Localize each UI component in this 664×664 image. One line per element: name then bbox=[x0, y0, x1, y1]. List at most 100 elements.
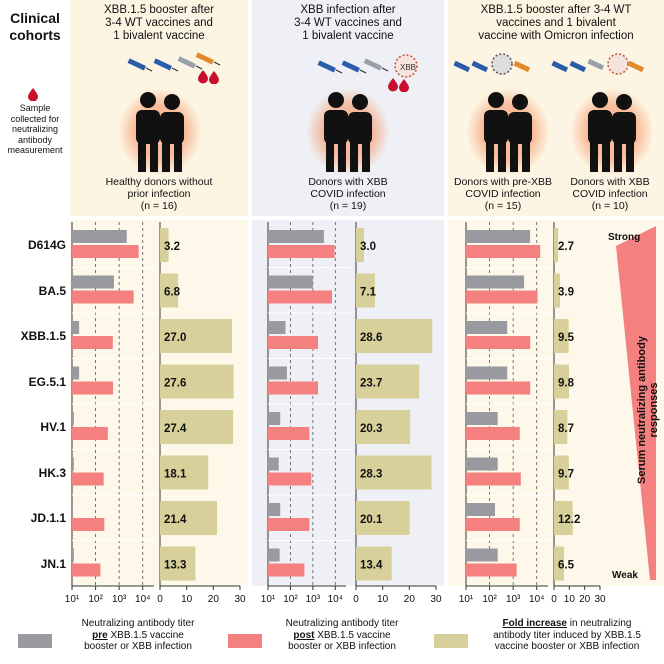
cohort3-titer-post-bar bbox=[466, 336, 531, 349]
cohort1-titer-post-bar bbox=[72, 563, 101, 577]
syringe-icon bbox=[551, 60, 569, 73]
cohort1-group-label: Healthy donors without prior infection (… bbox=[105, 176, 213, 212]
syringe-icon bbox=[513, 60, 531, 73]
cohort2-titer-post-bar bbox=[268, 381, 319, 395]
cohort1-fold-fold-bar bbox=[160, 501, 218, 535]
cohort2-titer-pre-bar bbox=[268, 457, 279, 471]
cohort2-fold-fold-label: 23.7 bbox=[360, 378, 382, 390]
strong-label: Strong bbox=[608, 232, 641, 243]
response-scale-label: Serum neutralizing antibody responses bbox=[636, 336, 660, 484]
legend-fold-text: Fold increase in neutralizing antibody t… bbox=[493, 618, 641, 652]
cohort2-fold-fold-bar bbox=[356, 228, 364, 262]
cohort2-titer-post-bar bbox=[268, 336, 319, 349]
syringe-icon bbox=[471, 60, 489, 73]
cohort2-titer-tick-label: 10⁴ bbox=[328, 594, 343, 605]
cohort2-titer-post-bar bbox=[268, 245, 335, 258]
variant-label: HV.1 bbox=[40, 420, 66, 434]
blood-drop-icon bbox=[28, 88, 38, 101]
cohort3-titer-tick-label: 10¹ bbox=[459, 594, 474, 605]
cohort2-titer-pre-bar bbox=[268, 366, 287, 380]
blood-drops-icon bbox=[388, 78, 409, 92]
cohort3-titer-post-bar bbox=[466, 472, 521, 486]
cohort2-titer-post-bar bbox=[268, 290, 332, 304]
cohort2-titer-pre-bar bbox=[268, 503, 281, 516]
response-triangle bbox=[616, 226, 656, 580]
cohort2-fold-fold-bar bbox=[356, 501, 410, 535]
cohort1-fold-fold-label: 21.4 bbox=[164, 514, 187, 526]
cohort3-fold-fold-bar bbox=[554, 410, 568, 444]
cohort1-fold-fold-label: 27.0 bbox=[164, 332, 186, 344]
cohort1-titer-post-bar bbox=[72, 381, 114, 395]
weak-label: Weak bbox=[612, 570, 638, 581]
cohort2-fold-tick-label: 20 bbox=[404, 594, 416, 605]
cohort1-fold-tick-label: 10 bbox=[181, 594, 193, 605]
cohort1-titer-post-bar bbox=[72, 290, 134, 304]
cohort1-titer-pre-bar bbox=[72, 412, 74, 425]
cohort1-titer-pre-bar bbox=[72, 275, 114, 289]
syringe-icon bbox=[453, 60, 471, 73]
cohort1-fold-fold-bar bbox=[160, 364, 234, 399]
cohort2-group-label: Donors with XBB COVID infection (n = 19) bbox=[308, 176, 388, 212]
cohort1-fold-fold-bar bbox=[160, 273, 179, 308]
cohort2-fold-fold-label: 7.1 bbox=[360, 287, 377, 299]
cohort3-titer-tick-label: 10⁴ bbox=[529, 594, 544, 605]
cohort2-titer-tick-label: 10² bbox=[283, 594, 298, 605]
cohort3b-people-icon bbox=[570, 86, 654, 176]
cohort2-fold-fold-label: 20.1 bbox=[360, 514, 383, 526]
cohort1-titer-pre-bar bbox=[72, 548, 74, 562]
cohort2-fold-fold-bar bbox=[356, 273, 375, 308]
cohort2-titer-pre-bar bbox=[268, 548, 280, 562]
cohort2-fold-fold-bar bbox=[356, 410, 411, 444]
cohort2-fold-tick-label: 30 bbox=[430, 594, 442, 605]
legend-pre-swatch bbox=[18, 634, 52, 648]
clinical-cohorts-title: Clinical cohorts bbox=[9, 10, 61, 43]
cohort3-titer-tick-label: 10² bbox=[482, 594, 497, 605]
syringe-icon bbox=[587, 58, 605, 71]
cohort3-titer-post-bar bbox=[466, 427, 520, 440]
cohort3-fold-fold-bar bbox=[554, 319, 569, 353]
cohort3-titer-pre-bar bbox=[466, 548, 498, 562]
cohort3-fold-fold-label: 3.9 bbox=[558, 287, 574, 299]
syringe-icon bbox=[153, 58, 179, 72]
cohort3-fold-fold-label: 9.7 bbox=[558, 469, 574, 481]
syringe-icon bbox=[627, 60, 645, 73]
cohort2-fold-tick-label: 10 bbox=[377, 594, 389, 605]
cohort3-fold-fold-label: 12.2 bbox=[558, 514, 580, 526]
cohort1-titer-tick-label: 10² bbox=[88, 594, 103, 605]
variant-label: EG.5.1 bbox=[28, 374, 66, 389]
cohort3-titer-tick-label: 10³ bbox=[506, 594, 521, 605]
cohort3-titer-post-bar bbox=[466, 290, 538, 304]
cohort3-fold-tick-label: 30 bbox=[594, 594, 606, 605]
syringe-icon bbox=[569, 60, 587, 73]
cohort2-titer-pre-bar bbox=[268, 275, 313, 289]
cohort3-fold-fold-bar bbox=[554, 228, 559, 262]
cohort2-titer-pre-bar bbox=[268, 321, 286, 334]
cohort1-fold-fold-bar bbox=[160, 455, 209, 490]
cohort1-titer-pre-bar bbox=[72, 230, 127, 243]
cohort1-titer-post-bar bbox=[72, 518, 105, 531]
cohort2-titer-tick-label: 10³ bbox=[306, 594, 321, 605]
cohort2-fold-fold-bar bbox=[356, 546, 392, 581]
cohort1-fold-fold-label: 27.6 bbox=[164, 378, 186, 390]
cohort3-titer-post-bar bbox=[466, 381, 531, 395]
virus-icon bbox=[607, 53, 629, 75]
cohort2-titer-pre-bar bbox=[268, 230, 324, 243]
cohort2-fold-tick-label: 0 bbox=[353, 594, 359, 605]
cohort1-titer-post-bar bbox=[72, 336, 113, 349]
cohort1-titer-pre-bar bbox=[72, 503, 73, 516]
cohort1-fold-tick-label: 0 bbox=[157, 594, 163, 605]
cohort1-titer-post-bar bbox=[72, 472, 104, 486]
cohort3-fold-fold-bar bbox=[554, 501, 573, 535]
cohort2-fold-fold-bar bbox=[356, 455, 432, 490]
cohort3a-people-icon bbox=[466, 86, 550, 176]
cohort3b-group-label: Donors with XBB COVID infection (n = 10) bbox=[570, 176, 650, 212]
cohort3-fold-fold-bar bbox=[554, 455, 569, 490]
syringe-icon bbox=[317, 60, 343, 74]
cohort2-titer-post-bar bbox=[268, 518, 310, 531]
cohort1-title: XBB.1.5 booster after 3-4 WT vaccines an… bbox=[104, 4, 214, 42]
variant-label: D614G bbox=[27, 238, 66, 252]
cohort1-titer-pre-bar bbox=[72, 457, 74, 471]
syringe-icon bbox=[127, 58, 153, 72]
cohort1-fold-fold-bar bbox=[160, 228, 169, 262]
